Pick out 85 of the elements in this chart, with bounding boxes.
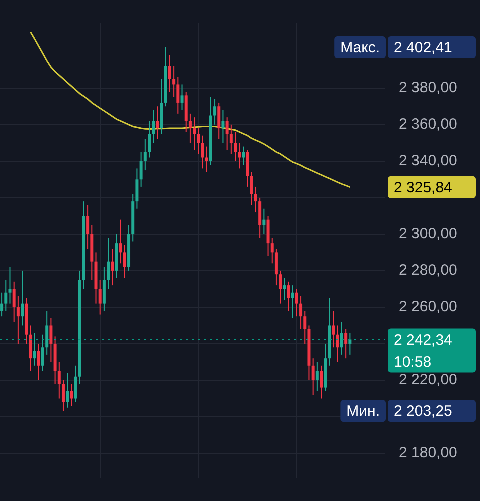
candlestick — [340, 322, 344, 356]
candlestick — [295, 288, 298, 318]
candlestick — [274, 248, 278, 286]
candlestick — [258, 197, 262, 239]
candlestick — [16, 296, 20, 344]
y-tick-label: 2 380,00 — [399, 80, 458, 97]
candlestick — [156, 106, 160, 140]
candlestick — [29, 325, 32, 372]
candlestick — [270, 238, 274, 264]
candlestick — [70, 384, 74, 407]
candlestick — [214, 98, 217, 126]
candlestick — [144, 138, 147, 172]
candlestick — [348, 332, 352, 356]
candlestick — [300, 296, 303, 330]
text: 10:58 — [394, 354, 432, 371]
candlestick — [176, 76, 180, 114]
candlestick — [344, 328, 348, 360]
ref-line-label: 2 242,34 — [394, 332, 452, 349]
candlestick — [98, 280, 102, 316]
candlestick — [205, 146, 208, 173]
y-tick-label: 2 360,00 — [399, 116, 458, 134]
candlestick — [197, 128, 200, 155]
candlestick — [4, 280, 8, 312]
candlestick — [320, 365, 324, 400]
candlestick — [218, 102, 221, 140]
candlestick — [58, 362, 61, 400]
candlestick — [291, 285, 294, 319]
candlestick — [21, 270, 24, 326]
candlestick — [262, 208, 266, 235]
candlestick — [312, 358, 315, 396]
candlestick — [37, 343, 40, 381]
candlestick — [242, 146, 246, 166]
candlestick — [188, 113, 192, 144]
text: 2 325,84 — [394, 179, 452, 196]
candlestick — [0, 292, 4, 318]
candlestick — [62, 380, 65, 412]
candlestick — [304, 310, 307, 344]
candlestick — [172, 66, 176, 98]
candlestick — [283, 278, 286, 301]
candlestick — [74, 365, 78, 403]
candlestick — [254, 186, 258, 214]
candlestick — [201, 135, 204, 170]
candlestick — [8, 266, 12, 304]
candlestick — [46, 310, 49, 356]
y-tick-label: 2 300,00 — [399, 226, 458, 243]
candlestick — [222, 110, 225, 144]
candlestick — [111, 248, 114, 286]
candlestick — [234, 132, 238, 162]
candlestick — [287, 281, 290, 312]
candlestick — [33, 332, 36, 366]
candlestick — [66, 372, 70, 408]
candlestick — [123, 244, 126, 279]
y-tick-label: 2 180,00 — [399, 444, 458, 462]
candlestick — [226, 117, 229, 151]
y-tick-label: 2 280,00 — [399, 262, 458, 280]
candlestick — [336, 325, 340, 363]
candlestick — [250, 172, 254, 206]
candlestick — [12, 281, 16, 323]
candlestick — [266, 216, 270, 257]
y-tick-label: 2 220,00 — [399, 372, 458, 389]
candlestick — [140, 152, 143, 188]
text: 2 402,41 — [394, 40, 452, 57]
text: 2 203,25 — [394, 403, 452, 420]
candlestick — [148, 120, 151, 158]
y-tick-label: 2 260,00 — [399, 298, 458, 316]
candlestick — [230, 124, 233, 155]
candlestick — [279, 270, 282, 304]
candlestick — [136, 168, 139, 210]
candlestick — [238, 142, 242, 170]
candlestick — [42, 334, 45, 372]
annotation: Макс. — [340, 40, 380, 57]
y-tick-label: 2 340,00 — [399, 152, 458, 170]
candlestick — [193, 117, 196, 151]
candlestick — [316, 362, 319, 392]
candlestick — [102, 266, 106, 312]
candlestick — [50, 318, 53, 363]
candlestick — [168, 55, 172, 93]
candlestick — [180, 84, 184, 111]
annotation: Мин. — [346, 403, 380, 420]
candlestick — [246, 150, 250, 188]
candlestick — [107, 238, 110, 290]
candlestick — [86, 204, 90, 250]
candlestick — [119, 219, 122, 264]
candlestick — [332, 310, 336, 348]
candlestick — [152, 110, 156, 144]
